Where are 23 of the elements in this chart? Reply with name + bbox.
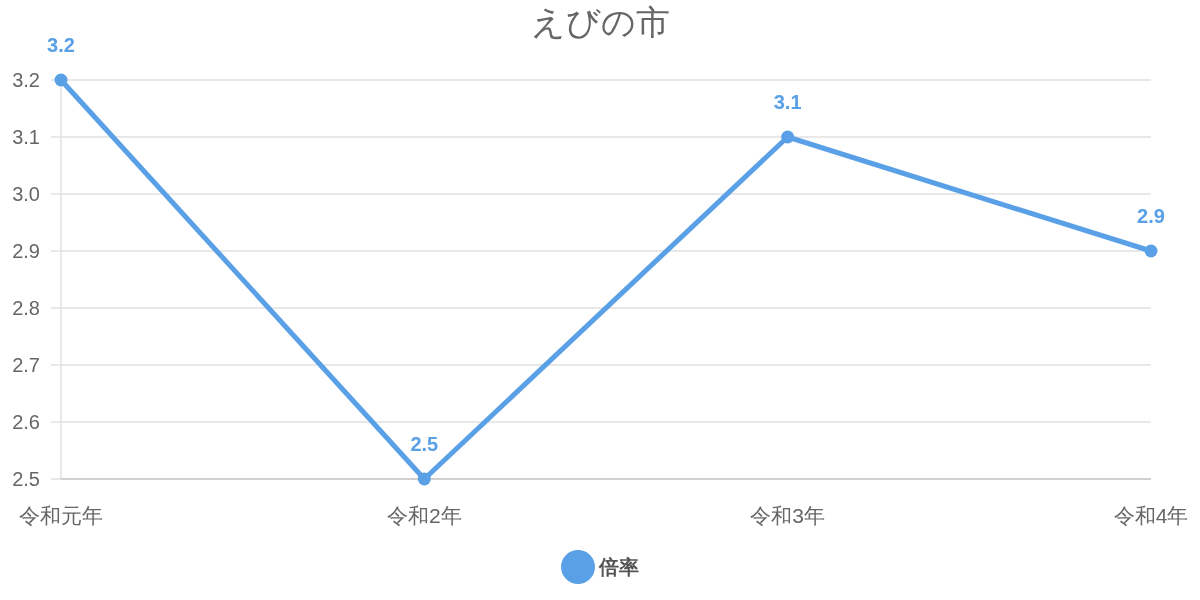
point [54,73,68,87]
y-tick-label: 3.2 [12,69,40,91]
y-tick-label: 3.0 [12,183,40,205]
point [417,472,431,486]
data-label: 3.1 [773,91,802,113]
data-label: 3.2 [47,34,75,56]
title: えびの市 [530,3,670,41]
x-tick-label: 令和2年 [386,504,462,527]
y-tick-label: 2.5 [12,468,40,490]
y-tick-label: 2.6 [12,411,40,433]
x-tick-label: 令和3年 [750,504,826,527]
point [781,130,795,144]
x-tick-label: 令和元年 [19,504,103,527]
y-tick-label: 2.8 [12,297,40,319]
point [1144,244,1158,258]
y-tick-label: 2.9 [12,240,40,262]
y-tick-label: 2.7 [12,354,40,376]
legend: 倍率 [561,550,639,584]
legend-label: 倍率 [598,556,639,578]
y-tick-label: 3.1 [12,126,40,148]
x-tick-label: 令和4年 [1113,504,1189,527]
data-label: 2.9 [1137,205,1165,227]
data-label: 2.5 [410,433,439,455]
